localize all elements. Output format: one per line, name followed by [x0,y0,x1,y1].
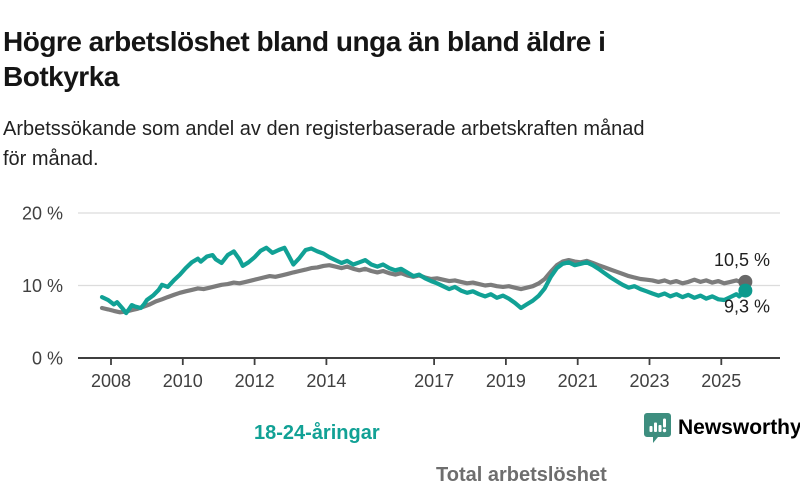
y-tick-label-10: 10 % [22,276,63,296]
chart-canvas: 20 % 10 % 0 % 2008 2010 2012 2014 2017 2019 2021 2… [22,204,780,391]
line-chart: 20 % 10 % 0 % 2008 2010 2012 2014 2017 2019 2021 2… [0,195,800,486]
y-tick-label-20: 20 % [22,204,63,224]
x-tick-label-2014: 2014 [306,371,346,391]
page-title: Högre arbetslöshet bland unga än bland ä… [3,24,797,94]
x-tick-label-2021: 2021 [558,371,598,391]
subtitle-line-2: för månad. [3,148,99,170]
x-tick-label-2008: 2008 [91,371,131,391]
title-line-2: Botkyrka [3,60,119,92]
series-line-1 [99,245,748,316]
x-tick-label-2012: 2012 [235,371,275,391]
series-line-0 [99,257,748,315]
x-tick-label-2010: 2010 [163,371,203,391]
x-tick-label-2025: 2025 [701,371,741,391]
series-label-total: Total arbetslöshet [436,464,607,486]
y-tick-label-0: 0 % [32,349,63,369]
newsworthy-logo-icon [644,413,671,443]
brand-footer: Newsworthy [644,413,800,443]
brand-name: Newsworthy [678,416,800,439]
series-label-18-24: 18-24-åringar [254,422,380,444]
x-tick-label-2017: 2017 [414,371,454,391]
series-end-dot-1 [738,283,753,298]
x-tick-label-2019: 2019 [486,371,526,391]
series-end-label-1: 9,3 % [724,297,770,317]
series-end-label-0: 10,5 % [714,250,770,270]
title-line-1: Högre arbetslöshet bland unga än bland ä… [3,25,606,57]
subtitle-line-1: Arbetssökande som andel av den registerb… [3,118,645,140]
x-tick-label-2023: 2023 [629,371,669,391]
chart-subtitle: Arbetssökande som andel av den registerb… [3,114,793,174]
